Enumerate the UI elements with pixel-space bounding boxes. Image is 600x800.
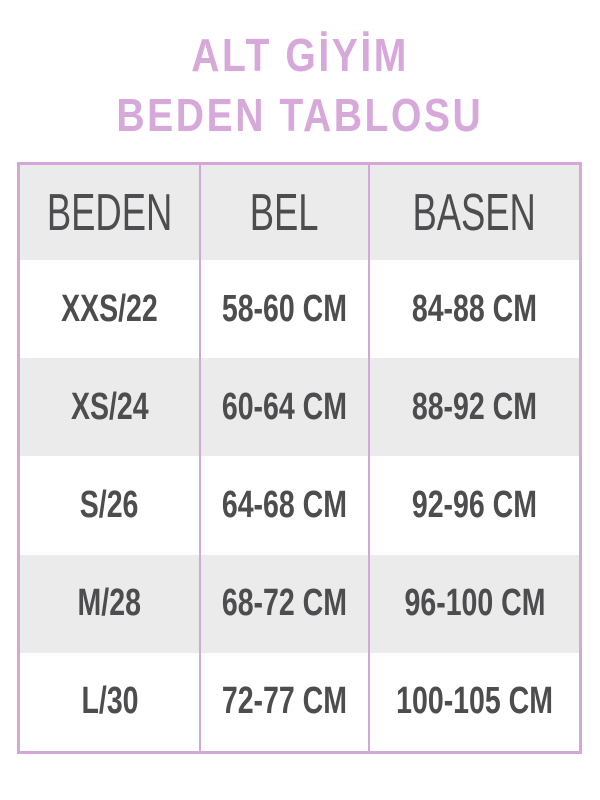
table-row: M/28 68-72 CM 96-100 CM xyxy=(17,554,582,653)
cell-text: 60-64 CM xyxy=(222,385,348,428)
cell-text: 64-68 CM xyxy=(222,484,348,527)
table-cell: XXS/22 xyxy=(17,260,202,359)
cell-text: 84-88 CM xyxy=(411,287,538,330)
cell-text: L/30 xyxy=(81,680,139,723)
table-cell: 84-88 CM xyxy=(368,260,582,359)
table-row: XXS/22 58-60 CM 84-88 CM xyxy=(17,260,582,359)
table-cell: M/28 xyxy=(17,554,202,653)
cell-text: 72-77 CM xyxy=(222,680,348,723)
table-cell: XS/24 xyxy=(17,358,202,457)
header-cell: BASEN xyxy=(368,163,582,261)
table-cell: 60-64 CM xyxy=(199,358,370,457)
cell-text: 92-96 CM xyxy=(411,484,538,527)
table-row: S/26 64-68 CM 92-96 CM xyxy=(17,456,582,555)
cell-text: 100-105 CM xyxy=(396,680,553,723)
table-header-row: BEDEN BEL BASEN xyxy=(17,163,582,261)
table-cell: 92-96 CM xyxy=(368,456,582,555)
cell-text: 96-100 CM xyxy=(404,582,546,625)
title-line-1: ALT GİYİM xyxy=(0,28,600,82)
table-cell: 96-100 CM xyxy=(368,554,582,653)
header-text: BEL xyxy=(250,183,319,242)
header-cell: BEL xyxy=(199,163,370,261)
cell-text: XXS/22 xyxy=(61,287,158,330)
cell-text: 88-92 CM xyxy=(411,385,538,428)
table-cell: 68-72 CM xyxy=(199,554,370,653)
title-line-2: BEDEN TABLOSU xyxy=(0,88,600,142)
table-cell: 88-92 CM xyxy=(368,358,582,457)
table-cell: 72-77 CM xyxy=(199,652,370,753)
header-cell: BEDEN xyxy=(17,163,202,261)
cell-text: M/28 xyxy=(77,582,142,625)
table-cell: 64-68 CM xyxy=(199,456,370,555)
table-row: L/30 72-77 CM 100-105 CM xyxy=(17,652,582,753)
cell-text: S/26 xyxy=(80,484,139,527)
title-text: BEDEN TABLOSU xyxy=(116,89,484,141)
cell-text: 68-72 CM xyxy=(222,582,348,625)
size-table: BEDEN BEL BASEN XXS/22 58-60 CM 84-88 CM… xyxy=(17,162,583,754)
table-cell: 100-105 CM xyxy=(368,652,582,753)
title-text: ALT GİYİM xyxy=(191,29,409,81)
cell-text: XS/24 xyxy=(70,385,149,428)
table-cell: 58-60 CM xyxy=(199,260,370,359)
table-cell: L/30 xyxy=(17,652,202,753)
header-text: BASEN xyxy=(412,183,537,242)
table-cell: S/26 xyxy=(17,456,202,555)
table-row: XS/24 60-64 CM 88-92 CM xyxy=(17,358,582,457)
cell-text: 58-60 CM xyxy=(222,287,348,330)
header-text: BEDEN xyxy=(46,183,173,242)
